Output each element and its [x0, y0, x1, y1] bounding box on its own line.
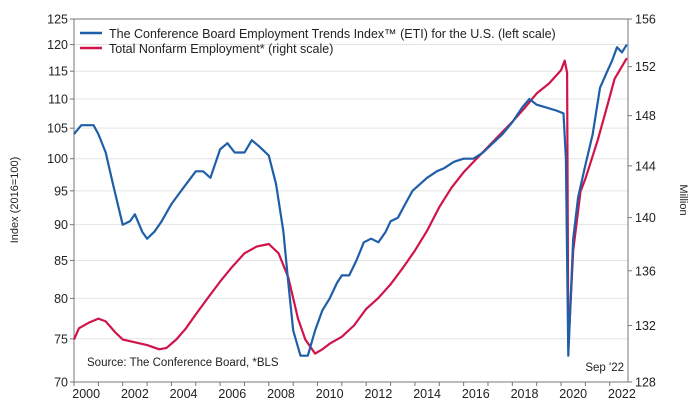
left-tick-label: 100 [47, 152, 68, 166]
nonfarm-series-line [72, 57, 628, 355]
x-axis-ticks: 2000 2002 2004 2006 2008 2010 2012 2014 2016 2018… [72, 382, 636, 401]
left-tick-label: 120 [47, 38, 68, 52]
right-tick-label: 132 [635, 319, 656, 333]
right-tick-label: 148 [635, 109, 656, 123]
x-tick-label: 2014 [413, 387, 441, 401]
right-tick-label: 156 [635, 13, 656, 27]
right-tick-label: 128 [635, 376, 656, 390]
x-tick-label: 2018 [511, 387, 539, 401]
left-tick-label: 115 [48, 65, 68, 79]
source-note: Source: The Conference Board, *BLS [87, 357, 279, 369]
left-tick-label: 110 [48, 93, 68, 107]
x-tick-label: 2016 [462, 387, 490, 401]
x-tick-label: 2004 [170, 387, 198, 401]
legend-label-eti: The Conference Board Employment Trends I… [109, 27, 556, 41]
x-tick-label: 2008 [267, 387, 295, 401]
gridlines [74, 44, 628, 340]
left-tick-label: 125 [47, 13, 68, 27]
right-tick-label: 140 [635, 211, 656, 225]
left-axis-label: Index (2016=100) [9, 157, 21, 244]
left-tick-label: 85 [54, 254, 68, 268]
right-tick-label: 144 [635, 159, 656, 173]
x-tick-label: 2000 [72, 387, 100, 401]
series-lines [72, 44, 628, 357]
plot-area-frame [73, 18, 629, 383]
left-tick-label: 95 [54, 184, 68, 198]
left-tick-label: 90 [54, 218, 68, 232]
x-tick-label: 2010 [316, 387, 344, 401]
date-note: Sep '22 [585, 362, 624, 374]
x-tick-label: 2020 [559, 387, 587, 401]
right-axis-label: Million [677, 184, 689, 215]
left-tick-label: 80 [54, 292, 68, 306]
left-tick-label: 75 [54, 332, 68, 346]
left-tick-label: 105 [47, 122, 68, 136]
right-tick-label: 136 [635, 264, 656, 278]
left-axis-ticks: 70 75 80 85 90 95 100 105 110 115 120 125 [47, 13, 74, 390]
x-tick-label: 2002 [121, 387, 149, 401]
right-axis-ticks: 128 132 136 140 144 148 152 156 [628, 13, 656, 390]
x-tick-label: 2012 [364, 387, 392, 401]
x-tick-label: 2006 [218, 387, 246, 401]
legend-label-nonfarm: Total Nonfarm Employment* (right scale) [109, 42, 333, 56]
eti-series-line [73, 44, 628, 357]
left-tick-label: 70 [54, 376, 68, 390]
x-tick-label: 2022 [608, 387, 636, 401]
right-tick-label: 152 [635, 60, 656, 74]
legend: The Conference Board Employment Trends I… [80, 27, 556, 56]
